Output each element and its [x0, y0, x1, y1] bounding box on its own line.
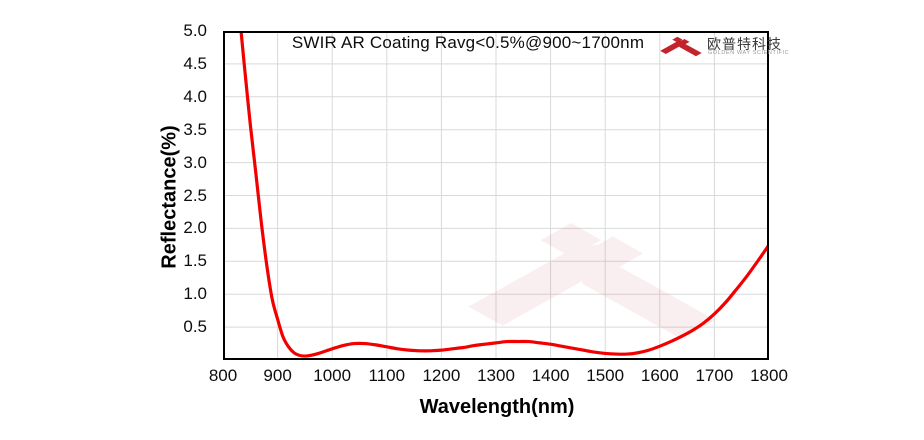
x-tick-label: 800: [208, 366, 238, 385]
watermark-logo-icon: [468, 223, 716, 339]
x-tick-label: 900: [263, 366, 292, 385]
y-tick-label: 4.5: [183, 53, 207, 73]
y-tick-label: 2.5: [183, 185, 207, 205]
x-tick-label: 1300: [477, 366, 515, 385]
gridlines: [223, 31, 769, 360]
y-tick-label: 5.0: [183, 21, 207, 40]
x-tick-label: 1600: [640, 366, 679, 385]
plot-border: [223, 31, 769, 360]
company-logo-icon: [655, 36, 703, 57]
x-tick-label: 1400: [531, 366, 570, 385]
y-tick-label: 3.0: [183, 152, 207, 172]
y-tick-label: 4.0: [183, 86, 207, 106]
y-tick-label: 3.5: [183, 119, 207, 139]
y-tick-label: 1.5: [183, 251, 207, 271]
company-logo: 欧普特科技 GOLDEN WAY SCIENTIFIC: [655, 34, 789, 60]
x-axis-title: Wavelength(nm): [419, 396, 575, 418]
x-tick-label: 1200: [422, 366, 461, 385]
x-tick-label: 1800: [750, 366, 788, 385]
y-axis-title: Reflectance(%): [158, 125, 181, 269]
company-name-cn: 欧普特科技: [707, 37, 782, 53]
x-tick-label: 1000: [313, 366, 352, 385]
y-tick-label: 2.0: [183, 218, 207, 238]
x-tick-label: 1100: [368, 366, 406, 385]
y-tick-label: 1.0: [183, 284, 207, 304]
y-tick-label: 0.5: [183, 317, 207, 337]
chart-title: SWIR AR Coating Ravg<0.5%@900~1700nm: [291, 33, 645, 52]
reflectance-curve: [239, 31, 769, 358]
x-tick-label: 1500: [586, 366, 625, 385]
x-tick-label: 1700: [695, 366, 734, 385]
plot-area: [223, 31, 769, 360]
company-name-en: GOLDEN WAY SCIENTIFIC: [708, 50, 790, 56]
